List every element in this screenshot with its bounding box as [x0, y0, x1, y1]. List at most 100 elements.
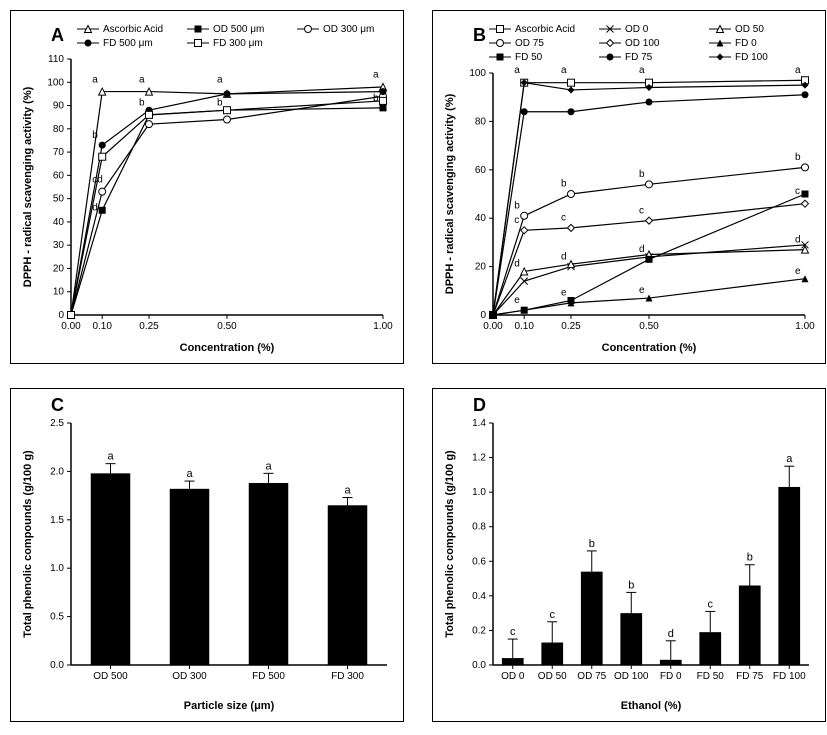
svg-text:b: b: [92, 130, 98, 141]
svg-text:1.5: 1.5: [50, 515, 64, 526]
svg-text:a: a: [373, 70, 379, 81]
svg-text:a: a: [107, 451, 114, 463]
svg-text:OD 300: OD 300: [172, 671, 207, 682]
panel-b-label: B: [473, 25, 486, 46]
panel-b: B Ascorbic AcidOD 0OD 50OD 75OD 100FD 0F…: [432, 10, 826, 364]
svg-text:30: 30: [53, 240, 65, 251]
svg-text:80: 80: [53, 124, 65, 135]
svg-text:a: a: [265, 460, 272, 472]
svg-text:FD 0: FD 0: [660, 671, 682, 682]
svg-text:a: a: [217, 74, 223, 85]
svg-text:c: c: [510, 626, 516, 638]
svg-text:0: 0: [480, 310, 486, 321]
svg-text:a: a: [139, 74, 145, 85]
svg-text:OD 50: OD 50: [538, 671, 567, 682]
svg-text:FD 50: FD 50: [515, 52, 543, 63]
svg-text:0.00: 0.00: [61, 321, 81, 332]
svg-text:20: 20: [53, 263, 65, 274]
svg-text:OD 75: OD 75: [577, 671, 606, 682]
svg-text:a: a: [186, 468, 193, 480]
svg-text:0.00: 0.00: [483, 321, 503, 332]
svg-text:0.0: 0.0: [50, 660, 64, 671]
svg-text:a: a: [639, 65, 645, 76]
svg-text:FD 50: FD 50: [697, 671, 725, 682]
svg-text:b: b: [514, 201, 520, 212]
chart-c: 0.00.51.01.52.02.5aOD 500aOD 300aFD 500a…: [17, 395, 397, 715]
svg-text:c: c: [561, 213, 566, 224]
figure-grid: A Ascorbic AcidOD 500 μmOD 300 μmFD 500 …: [10, 10, 817, 722]
svg-text:e: e: [561, 288, 567, 299]
svg-text:a: a: [344, 485, 351, 497]
svg-text:2.5: 2.5: [50, 418, 64, 429]
svg-text:40: 40: [53, 217, 65, 228]
svg-text:c: c: [550, 609, 556, 621]
svg-text:OD 50: OD 50: [735, 24, 764, 35]
svg-text:c: c: [514, 215, 519, 226]
svg-text:1.2: 1.2: [472, 453, 486, 464]
panel-d-label: D: [473, 395, 486, 416]
svg-text:FD 500: FD 500: [252, 671, 285, 682]
svg-text:b: b: [795, 152, 801, 163]
chart-a: Ascorbic AcidOD 500 μmOD 300 μmFD 500 μm…: [17, 17, 397, 357]
svg-text:Concentration (%): Concentration (%): [180, 342, 275, 354]
svg-text:d: d: [514, 259, 520, 270]
svg-text:1.4: 1.4: [472, 418, 486, 429]
svg-text:0.25: 0.25: [561, 321, 581, 332]
svg-text:80: 80: [475, 116, 487, 127]
svg-text:e: e: [514, 295, 520, 306]
svg-text:b: b: [628, 579, 634, 591]
svg-text:OD 500: OD 500: [93, 671, 128, 682]
svg-text:OD 500 μm: OD 500 μm: [213, 24, 264, 35]
svg-text:b: b: [747, 552, 753, 564]
svg-text:c: c: [639, 205, 644, 216]
svg-text:0.6: 0.6: [472, 556, 486, 567]
svg-text:FD 500 μm: FD 500 μm: [103, 38, 153, 49]
panel-a: A Ascorbic AcidOD 500 μmOD 300 μmFD 500 …: [10, 10, 404, 364]
svg-text:0.2: 0.2: [472, 625, 486, 636]
svg-text:b: b: [217, 98, 223, 109]
svg-text:a: a: [786, 453, 793, 465]
svg-text:0: 0: [58, 310, 64, 321]
svg-text:FD 300 μm: FD 300 μm: [213, 38, 263, 49]
svg-text:OD 100: OD 100: [625, 38, 660, 49]
svg-text:1.00: 1.00: [795, 321, 815, 332]
svg-text:DPPH - radical scavenging acti: DPPH - radical scavenging activity (%): [444, 93, 456, 294]
svg-text:OD 100: OD 100: [614, 671, 649, 682]
svg-text:60: 60: [53, 170, 65, 181]
svg-text:1.0: 1.0: [50, 563, 64, 574]
svg-text:FD 0: FD 0: [735, 38, 757, 49]
svg-text:Particle size (μm): Particle size (μm): [184, 700, 275, 712]
svg-text:60: 60: [475, 165, 487, 176]
svg-text:50: 50: [53, 194, 65, 205]
svg-text:Concentration (%): Concentration (%): [602, 342, 697, 354]
svg-text:10: 10: [53, 287, 65, 298]
svg-text:c: c: [708, 598, 714, 610]
svg-text:FD 100: FD 100: [735, 52, 768, 63]
svg-text:0.25: 0.25: [139, 321, 159, 332]
svg-text:Total phenolic compounds (g/10: Total phenolic compounds (g/100 g): [444, 450, 456, 638]
svg-text:b: b: [139, 98, 145, 109]
svg-text:b: b: [589, 538, 595, 550]
svg-text:d: d: [92, 202, 98, 213]
svg-text:Ethanol (%): Ethanol (%): [621, 700, 682, 712]
svg-text:c: c: [795, 186, 800, 197]
svg-text:d: d: [561, 251, 567, 262]
svg-text:100: 100: [47, 77, 64, 88]
svg-text:100: 100: [469, 68, 486, 79]
svg-text:OD 0: OD 0: [501, 671, 525, 682]
svg-text:d: d: [795, 234, 801, 245]
svg-text:DPPH - radical scavenging acti: DPPH - radical scavenging activity (%): [22, 86, 34, 287]
svg-text:FD 100: FD 100: [773, 671, 806, 682]
svg-text:2.0: 2.0: [50, 466, 64, 477]
svg-text:1.0: 1.0: [472, 487, 486, 498]
svg-text:0.10: 0.10: [514, 321, 534, 332]
svg-text:40: 40: [475, 213, 487, 224]
svg-text:OD 0: OD 0: [625, 24, 649, 35]
svg-text:d: d: [668, 628, 674, 640]
svg-text:0.8: 0.8: [472, 522, 486, 533]
svg-text:FD 75: FD 75: [736, 671, 764, 682]
svg-text:b: b: [561, 179, 567, 190]
svg-text:b: b: [639, 169, 645, 180]
chart-b: Ascorbic AcidOD 0OD 50OD 75OD 100FD 0FD …: [439, 17, 819, 357]
svg-text:110: 110: [48, 54, 64, 65]
